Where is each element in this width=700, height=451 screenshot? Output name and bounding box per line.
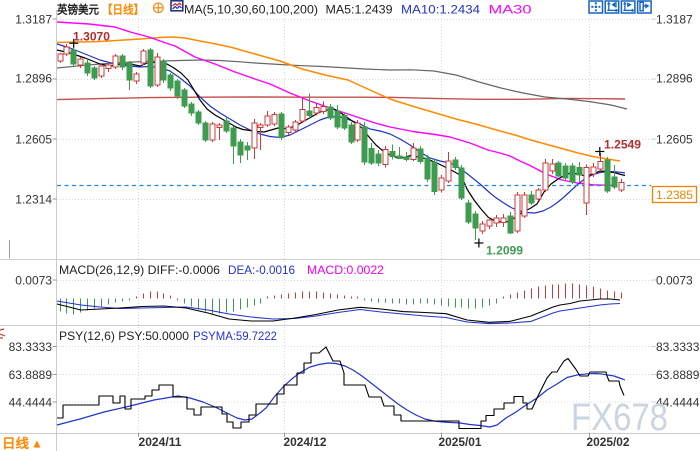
svg-text:2024/12: 2024/12 xyxy=(284,437,327,449)
svg-text:1.2549: 1.2549 xyxy=(604,138,641,152)
svg-text:2025/01: 2025/01 xyxy=(439,437,483,449)
svg-text:PSY(12,6) PSY:50.0000: PSY(12,6) PSY:50.0000 xyxy=(59,329,189,343)
svg-text:MA10:1.2434: MA10:1.2434 xyxy=(401,3,480,17)
svg-text:2024/11: 2024/11 xyxy=(139,437,183,449)
svg-text:MA(5,10,30,60,100,200): MA(5,10,30,60,100,200) xyxy=(184,3,318,17)
svg-text:1.2605: 1.2605 xyxy=(656,132,693,146)
svg-text:44.4444: 44.4444 xyxy=(9,395,53,409)
svg-text:1.2099: 1.2099 xyxy=(486,244,523,258)
svg-text:MA30: MA30 xyxy=(489,3,532,17)
svg-text:英镑美元: 英镑美元 xyxy=(56,3,99,17)
svg-text:1.2605: 1.2605 xyxy=(15,132,52,146)
svg-text:1.2896: 1.2896 xyxy=(15,71,52,85)
svg-text:MACD(26,12,9) DIFF:-0.0006: MACD(26,12,9) DIFF:-0.0006 xyxy=(59,263,220,277)
svg-text:1.3187: 1.3187 xyxy=(656,12,693,26)
svg-text:63.8889: 63.8889 xyxy=(9,368,53,382)
svg-text:83.3333: 83.3333 xyxy=(656,340,700,354)
svg-text:MA5:1.2439: MA5:1.2439 xyxy=(326,3,393,17)
svg-text:1.2896: 1.2896 xyxy=(656,71,693,85)
svg-text:83.3333: 83.3333 xyxy=(9,340,53,354)
svg-text:44.4444: 44.4444 xyxy=(656,395,700,409)
svg-text:PSYMA:59.7222: PSYMA:59.7222 xyxy=(193,329,277,343)
svg-text:63.8889: 63.8889 xyxy=(656,368,700,382)
svg-text:【日线】: 【日线】 xyxy=(102,3,144,17)
svg-text:0.0073: 0.0073 xyxy=(656,273,693,287)
svg-text:1.3187: 1.3187 xyxy=(15,12,52,26)
svg-text:1.3070: 1.3070 xyxy=(73,30,110,44)
svg-text:日线: 日线 xyxy=(2,436,29,451)
svg-text:MACD:0.0022: MACD:0.0022 xyxy=(307,263,384,277)
svg-text:2025/02: 2025/02 xyxy=(587,437,630,449)
svg-text:0.0073: 0.0073 xyxy=(15,273,52,287)
svg-text:▲: ▲ xyxy=(31,437,43,451)
svg-text:DEA:-0.0016: DEA:-0.0016 xyxy=(228,263,295,277)
svg-text:1.2385: 1.2385 xyxy=(656,188,693,202)
svg-text:FX678: FX678 xyxy=(571,397,668,439)
svg-text:1.2314: 1.2314 xyxy=(15,192,52,206)
